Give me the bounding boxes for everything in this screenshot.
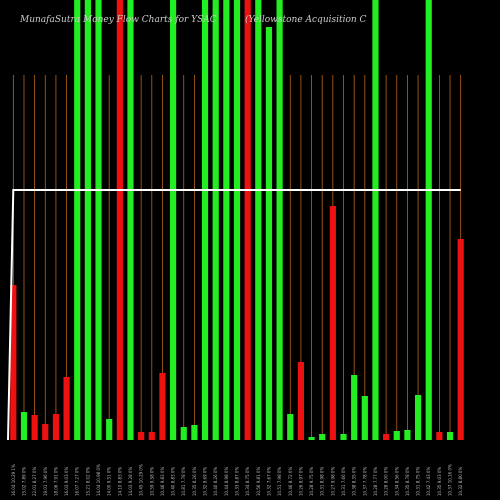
- bar: [212, 0, 219, 440]
- x-tick-label: 10.38 8.35 0%: [352, 467, 357, 496]
- x-tick-label: 10.32 7.67 0%: [266, 467, 271, 496]
- chart-subtitle: (Yellowstone Acquisition C: [245, 14, 367, 25]
- bar: [372, 0, 379, 440]
- x-tick-label: 10.35 8.78 0%: [405, 467, 410, 496]
- x-tick-label: 10.32 9.69 0%: [203, 467, 208, 496]
- bar: [425, 0, 432, 440]
- bar: [116, 0, 123, 440]
- bar: [404, 430, 411, 440]
- bar-series: [10, 0, 464, 440]
- bar: [159, 373, 166, 440]
- x-tick-label: 14.04 10.98 0%: [96, 464, 101, 496]
- x-tick-label: 10.31 7.66 0%: [341, 467, 346, 496]
- bar: [180, 427, 187, 440]
- x-tick-label: 10.32 8.80 0%: [458, 467, 463, 496]
- bar: [148, 432, 155, 440]
- x-tick-label: 10.33 8.87 0%: [235, 467, 240, 496]
- bar: [383, 434, 390, 440]
- x-tick-label: 10.40 8.26 0%: [213, 467, 218, 496]
- x-tick-label: 10.27 9.98 0%: [330, 467, 335, 496]
- bar: [31, 415, 38, 440]
- bar: [201, 0, 209, 440]
- x-tick-label: 10.37 7.78 0%: [362, 467, 367, 496]
- x-tick-label: 10.45 10.29 0%: [139, 464, 144, 496]
- bar: [223, 0, 230, 440]
- x-tick-label: 10.35 9.03 0%: [437, 467, 442, 496]
- bar: [20, 412, 28, 440]
- bar: [52, 414, 60, 440]
- bar: [319, 434, 326, 440]
- bar: [127, 0, 134, 440]
- x-tick-label: 16.07 7.27 0%: [75, 467, 80, 496]
- x-tick-label: 10.42 7.43 0%: [426, 467, 431, 496]
- x-tick-label: 14.03 9.28 0%: [128, 467, 133, 496]
- bar: [361, 396, 368, 440]
- bar: [233, 0, 241, 440]
- x-tick-label: 10.81 7.78 0%: [181, 467, 186, 496]
- x-tick-label: 10.34 8.75 0%: [245, 467, 250, 496]
- bar: [84, 0, 91, 440]
- x-tick-label: 18.06 7.91 0%: [53, 467, 58, 496]
- x-tick-label: 15.21 8.02 0%: [85, 467, 90, 496]
- x-tick-label: 10.44 8.98 0%: [224, 467, 229, 496]
- x-tick-labels: 16.04 10.29 1% 15.02 7.89 0% 22.01 8.27 0%…: [11, 464, 463, 496]
- x-tick-label: 19.01 7.96 0%: [43, 467, 48, 496]
- x-tick-label: 14.00 9.51 0%: [107, 467, 112, 496]
- bar: [170, 0, 177, 440]
- x-tick-label: 10.31 8.75 0%: [416, 467, 421, 496]
- bar: [10, 285, 17, 440]
- bar: [351, 375, 358, 440]
- bar: [42, 424, 49, 440]
- x-tick-label: 10.28 7.77 0%: [373, 467, 378, 496]
- x-tick-label: 14.10 8.83 0%: [117, 467, 122, 496]
- bar: [276, 0, 283, 440]
- bar: [436, 432, 443, 440]
- bar: [457, 239, 464, 440]
- x-tick-label: 22.01 8.27 0%: [32, 467, 37, 496]
- x-tick-label: 10.31 8.98 0%: [320, 467, 325, 496]
- bar: [244, 0, 251, 440]
- bar: [446, 432, 454, 440]
- x-tick-label: 10.34 8.56 0%: [394, 467, 399, 496]
- x-tick-label: 10.40 8.83 0%: [171, 467, 176, 496]
- chart-title: MunafaSutra Money Flow Charts for YSAC: [19, 15, 217, 25]
- x-tick-label: 16.04 10.29 1%: [11, 464, 16, 496]
- x-tick-label: 15.02 7.89 0%: [21, 467, 26, 496]
- x-tick-label: 10.46 9.83 0%: [160, 467, 165, 496]
- x-tick-label: 16.03 9.03 0%: [64, 467, 69, 496]
- bar: [63, 377, 70, 440]
- x-tick-label: 10.28 9.75 0%: [309, 467, 314, 496]
- x-tick-label: 10.46 8.72 0%: [288, 467, 293, 496]
- bar: [287, 414, 294, 440]
- x-tick-label: 10.59 9.58 0%: [149, 467, 154, 496]
- bar: [106, 419, 113, 440]
- flow-line: [7, 189, 461, 441]
- bar: [255, 0, 262, 440]
- bar: [329, 206, 336, 440]
- x-tick-label: 10.56 9.81 0%: [256, 467, 261, 496]
- x-tick-label: 10.26 8.97 0%: [298, 467, 303, 496]
- x-tick-label: 10.51 7.98 0%: [277, 467, 282, 496]
- x-tick-label: 10.28 8.00 0%: [384, 467, 389, 496]
- bar: [414, 395, 422, 440]
- bar: [191, 425, 198, 440]
- bar: [265, 27, 273, 440]
- bar: [297, 362, 304, 440]
- bar: [393, 431, 400, 440]
- x-tick-label: 10.35 8.26 0%: [192, 467, 197, 496]
- bar: [138, 432, 145, 440]
- x-tick-label: 10.37 10.16 0%: [448, 464, 453, 496]
- bar: [308, 437, 315, 440]
- bar: [340, 434, 347, 440]
- bar: [95, 0, 102, 440]
- bar: [74, 0, 81, 440]
